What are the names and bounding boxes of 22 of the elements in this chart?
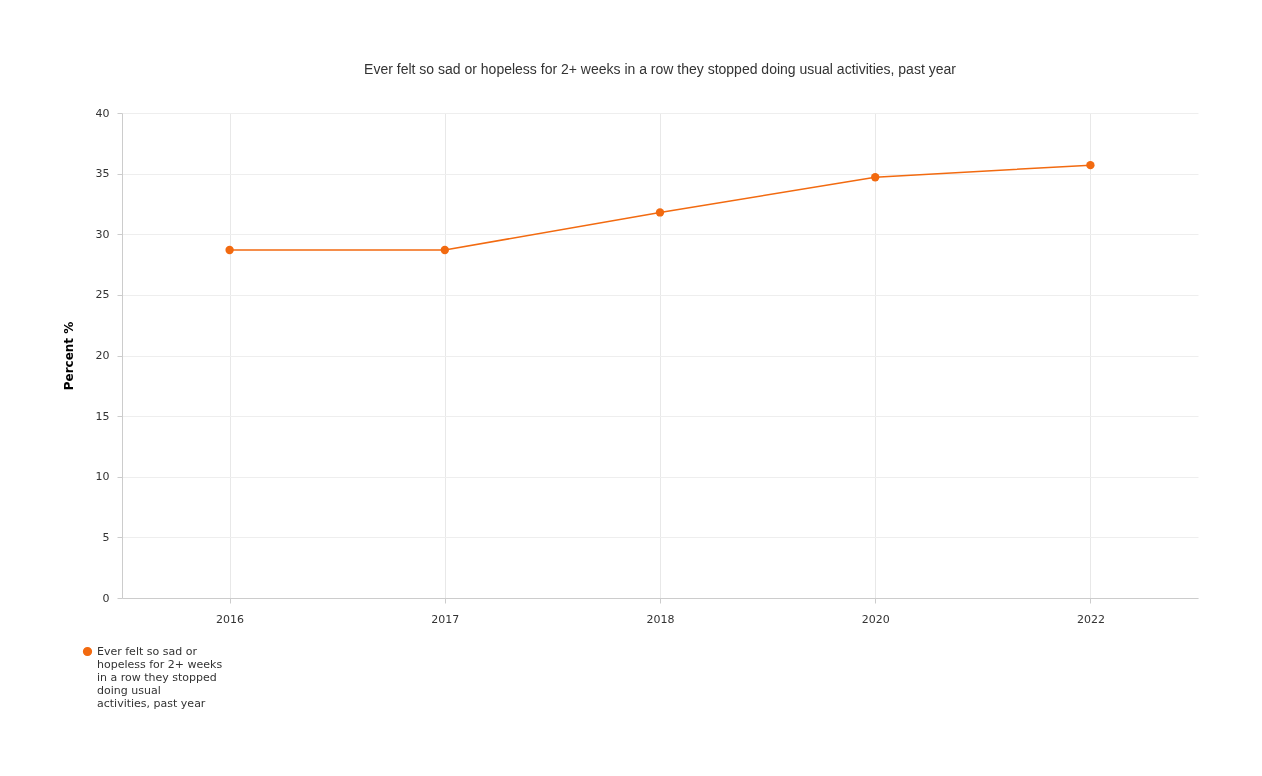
y-tick-label: 0 (102, 591, 110, 605)
y-tick-label: 15 (95, 409, 110, 423)
y-tick-label: 5 (102, 530, 110, 544)
x-tick-label: 2022 (1076, 612, 1105, 626)
y-tick-label: 20 (95, 349, 110, 362)
y-tick-label: 25 (95, 288, 110, 302)
legend-label: Ever felt so sad or hopeless for 2+ weeks in a row they stopped doing usual activities, past year (97, 644, 223, 710)
x-tick-label: 2020 (861, 612, 890, 626)
x-tick-label: 2017 (431, 612, 460, 626)
y-tick-label: 35 (95, 167, 110, 181)
y-axis-title: Percent % (61, 321, 76, 391)
point (655, 208, 665, 217)
point (440, 245, 449, 255)
y-tick-label: 10 (95, 470, 110, 484)
point (225, 245, 234, 255)
chart-title: Ever felt so sad or hopeless for 2+ weeks in a row they stopped doing usual activities, past year (364, 61, 957, 77)
point (1086, 160, 1095, 170)
point (871, 173, 880, 182)
x-tick-label: 2016 (216, 612, 245, 626)
y-tick-label: 40 (95, 106, 110, 120)
x-tick-label: 2018 (646, 612, 675, 626)
y-tick-label: 30 (95, 227, 110, 241)
